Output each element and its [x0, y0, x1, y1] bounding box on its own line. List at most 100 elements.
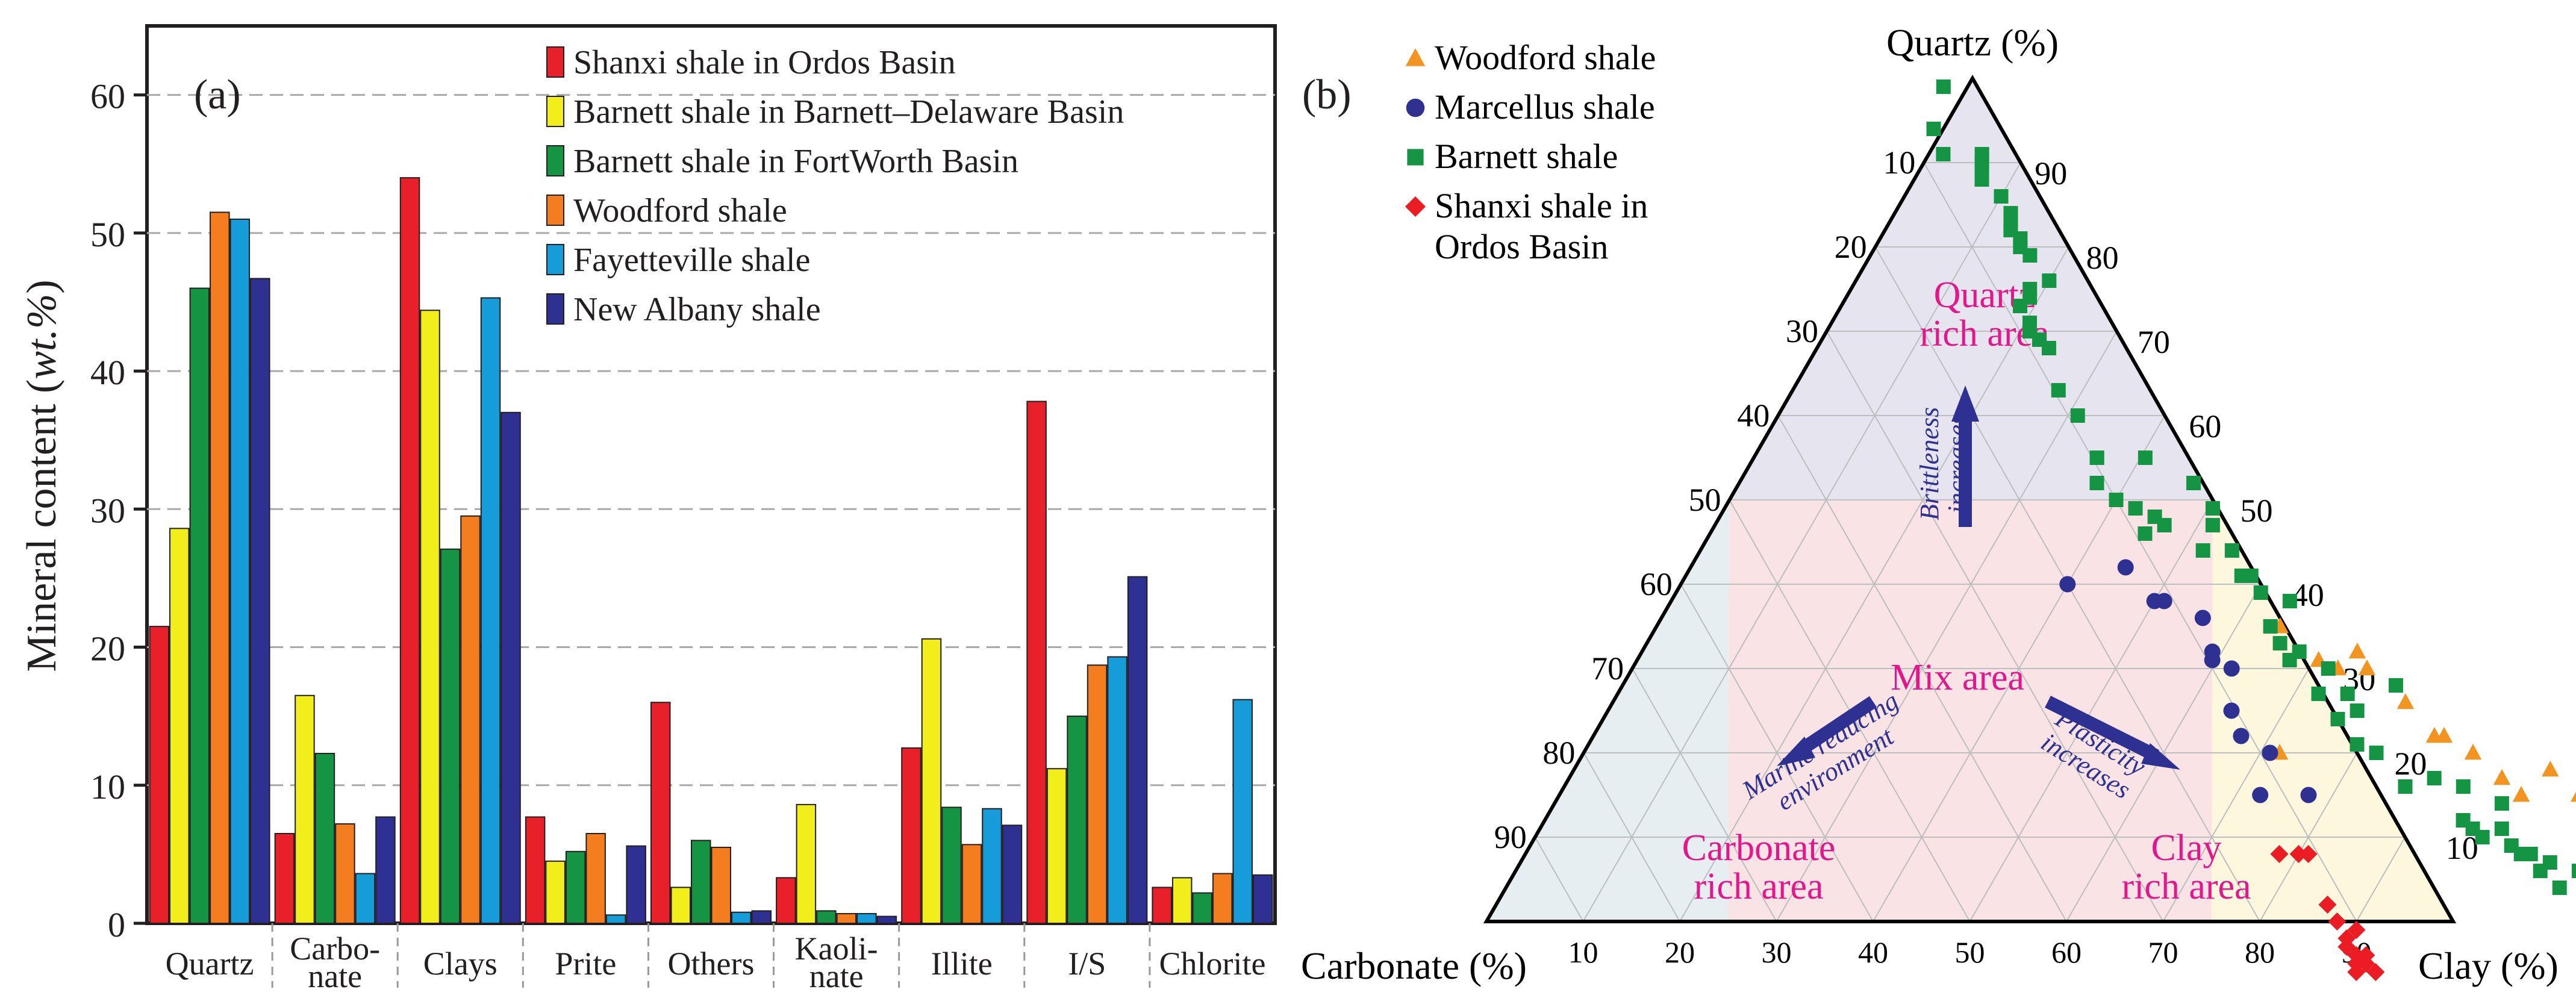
point-marcellus-shale-5: [2223, 702, 2240, 719]
point-barnett-shale-79: [1926, 122, 1941, 136]
bar-illite-5: [982, 808, 1002, 924]
bar-clays-2: [420, 310, 440, 924]
ternary-outline: [1483, 74, 2457, 923]
panel-b-legend: Woodford shale Marcellus shale Barnett sha…: [1405, 38, 1656, 266]
tick-bottom-80: 80: [2245, 935, 2275, 969]
point-barnett-shale-15: [2533, 864, 2548, 878]
x-category-line: Quartz: [166, 946, 254, 982]
legend-label-6: New Albany shale: [573, 291, 821, 328]
bar-carbo-nate-1: [274, 833, 295, 924]
legend-line: Ordos Basin: [1435, 227, 1608, 266]
bar-quartz-3: [189, 287, 210, 924]
bar-clays-1: [399, 177, 420, 924]
y-tick-label-20: 20: [90, 629, 125, 669]
bar-i-s-2: [1046, 768, 1067, 924]
tick-left-70: 70: [1591, 650, 1624, 687]
region-label-clay-rich: Clay rich area: [2121, 828, 2251, 907]
point-marcellus-shale-8: [2204, 643, 2221, 660]
grid-clay-30: [1776, 331, 2118, 922]
grid-clay-80: [2259, 752, 2358, 922]
point-shanxi-shale-in-ordos-basin-4: [2318, 896, 2337, 914]
x-category-line: nate: [308, 958, 362, 994]
x-category-label-illite: Illite: [931, 946, 993, 982]
legend-swatch-6: [546, 293, 564, 325]
tick-left-60: 60: [1640, 566, 1673, 602]
y-tick-label-30: 30: [90, 491, 125, 530]
y-tick-label-10: 10: [90, 767, 125, 806]
legend-label-4: Woodford shale: [573, 192, 787, 229]
point-barnett-shale-23: [2456, 813, 2471, 828]
bar-prite-3: [565, 850, 586, 924]
tick-bottom-60: 60: [2051, 935, 2082, 969]
x-category-label-chlorite: Chlorite: [1159, 946, 1265, 982]
point-marcellus-shale-1: [2300, 787, 2317, 803]
tick-right-60: 60: [2189, 408, 2221, 444]
point-barnett-shale-24: [2456, 779, 2471, 794]
bar-chlorite-2: [1171, 877, 1193, 924]
point-barnett-shale-31: [2330, 712, 2345, 726]
grid-carbonate-30: [1826, 331, 2164, 922]
point-barnett-shale-69: [2013, 240, 2028, 254]
bar-illite-2: [921, 638, 942, 924]
point-barnett-shale-27: [2369, 746, 2384, 760]
point-shanxi-shale-in-ordos-basin-6: [2347, 921, 2366, 939]
point-shanxi-shale-in-ordos-basin-1: [2270, 845, 2289, 863]
point-barnett-shale-47: [2186, 476, 2201, 490]
legend-marker-shanxi-shale-in-ordos-basin: [1405, 196, 1426, 217]
point-shanxi-shale-in-ordos-basin-2: [2289, 845, 2308, 863]
legend-label-2: Barnett shale in Barnett–Delaware Basin: [573, 93, 1124, 131]
panel-a-bar-chart: 0 10 20 30 40 50 60 Quartz Carbo-nate Clays Prite…: [19, 24, 1277, 994]
y-tick-label-40: 40: [90, 353, 125, 392]
legend-swatch-5: [546, 244, 564, 275]
tick-left-10: 10: [1883, 145, 1915, 181]
legend-label-barnett-shale: Barnett shale: [1435, 137, 1618, 176]
legend-marker-woodford-shale: [1405, 48, 1426, 66]
panel-b-label: (b): [1302, 72, 1352, 118]
point-woodford-shale-15: [2425, 727, 2443, 743]
tick-bottom-40: 40: [1858, 935, 1888, 969]
region-label-line: Carbonate: [1682, 828, 1836, 868]
grid-clay-10: [1582, 162, 2021, 922]
region-label-line: rich area: [2121, 866, 2251, 907]
bar-others-4: [711, 846, 731, 924]
grid-carbonate-10: [1923, 162, 2357, 922]
point-barnett-shale-78: [1936, 147, 1951, 161]
bar-others-3: [691, 840, 711, 924]
arrow-marine-head: [1777, 737, 1815, 766]
bar-others-6: [751, 910, 772, 924]
tick-left-50: 50: [1689, 482, 1721, 518]
legend-marker-marcellus-shale: [1406, 98, 1425, 117]
x-category-label-others: Others: [668, 946, 755, 982]
panel-a-label: (a): [194, 72, 241, 118]
y-tick-label-0: 0: [108, 905, 125, 944]
bar-clays-4: [460, 515, 481, 924]
bar-clays-5: [480, 297, 501, 924]
bar-quartz-1: [149, 626, 170, 924]
point-barnett-shale-51: [2138, 451, 2153, 465]
point-barnett-shale-42: [2234, 569, 2249, 583]
point-marcellus-shale-12: [2117, 559, 2134, 576]
bar-quartz-2: [169, 528, 190, 924]
point-barnett-shale-50: [2138, 526, 2153, 541]
point-marcellus-shale-2: [2262, 744, 2278, 761]
annotation-line: Brittleness: [1915, 407, 1944, 520]
tick-bottom-20: 20: [1665, 935, 1695, 969]
point-barnett-shale-19: [2494, 822, 2509, 836]
tick-right-50: 50: [2241, 493, 2273, 529]
point-barnett-shale-25: [2427, 771, 2442, 785]
tick-right-70: 70: [2138, 324, 2170, 360]
point-barnett-shale-45: [2195, 543, 2210, 558]
legend-label-1: Shanxi shale in Ordos Basin: [573, 44, 956, 81]
point-woodford-shale-12: [2493, 769, 2511, 785]
y-axis-label-prefix: Mineral content (: [19, 379, 65, 672]
tick-bottom-10: 10: [1568, 935, 1598, 969]
point-barnett-shale-36: [2282, 653, 2297, 667]
point-barnett-shale-13: [2552, 881, 2567, 895]
y-axis-label-suffix: ): [19, 279, 65, 293]
point-woodford-shale-17: [2358, 659, 2376, 676]
grid-carbonate-60: [1680, 584, 1874, 922]
x-category-label-clays: Clays: [423, 946, 497, 982]
x-category-line: Carbo-: [290, 931, 380, 967]
